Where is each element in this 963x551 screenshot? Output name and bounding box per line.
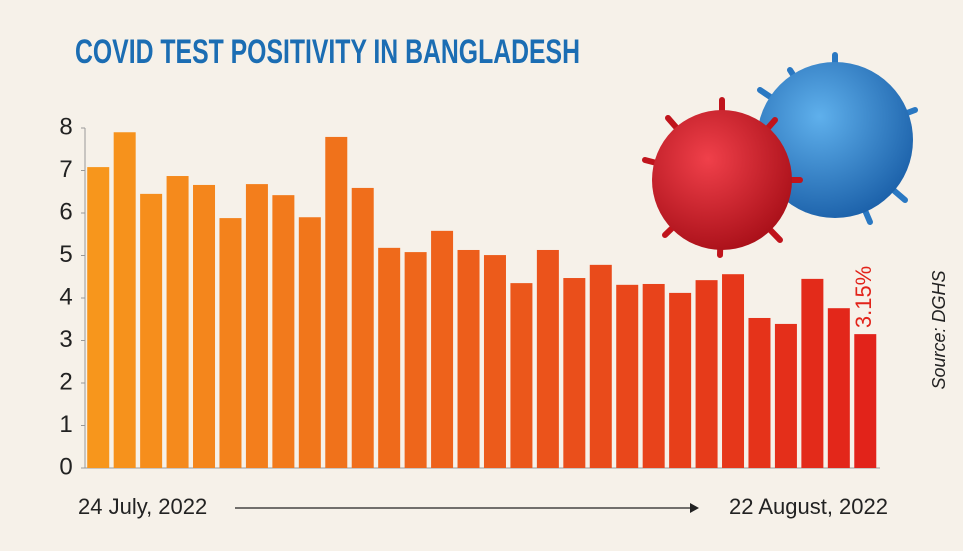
bar	[457, 249, 480, 468]
bar	[563, 278, 586, 468]
y-tick-label: 4	[59, 283, 72, 310]
y-tick-label: 8	[59, 113, 72, 140]
bar	[272, 195, 295, 468]
bar	[695, 280, 718, 468]
virus-illustration	[642, 52, 918, 258]
chart-title: COVID TEST POSITIVITY IN BANGLADESH	[75, 33, 580, 71]
y-tick-label: 6	[59, 198, 72, 225]
bar	[722, 274, 745, 468]
bar	[510, 283, 533, 468]
y-tick-label: 2	[59, 368, 72, 395]
bar	[404, 252, 427, 468]
bar	[245, 184, 268, 468]
y-tick-label: 0	[59, 453, 72, 480]
source: Source: DGHS	[929, 270, 949, 389]
y-tick-label: 7	[59, 156, 72, 183]
bar	[801, 278, 824, 468]
bar	[351, 187, 374, 469]
x-tick-label: 22 August, 2022	[729, 494, 888, 519]
bar	[298, 217, 321, 468]
bar	[616, 284, 639, 468]
arrow-head	[690, 503, 699, 513]
bar	[642, 283, 665, 468]
bar	[193, 184, 216, 468]
bar	[113, 132, 136, 468]
bar	[669, 292, 692, 468]
bar	[748, 317, 771, 468]
y-tick-label: 5	[59, 241, 72, 268]
bar	[325, 136, 348, 469]
bar	[140, 193, 163, 468]
bar	[166, 176, 189, 468]
bar	[854, 334, 877, 468]
y-tick-label: 1	[59, 411, 72, 438]
bar	[378, 247, 401, 468]
x-tick-label: 24 July, 2022	[78, 494, 207, 519]
bar	[536, 249, 559, 468]
bar	[219, 218, 242, 468]
bar	[431, 230, 454, 468]
bar	[87, 167, 110, 468]
value-label: 3.15%	[851, 266, 876, 328]
y-tick-label: 3	[59, 326, 72, 353]
bar	[827, 308, 850, 468]
bar	[483, 255, 506, 468]
bar	[589, 264, 612, 468]
bar	[774, 323, 797, 468]
